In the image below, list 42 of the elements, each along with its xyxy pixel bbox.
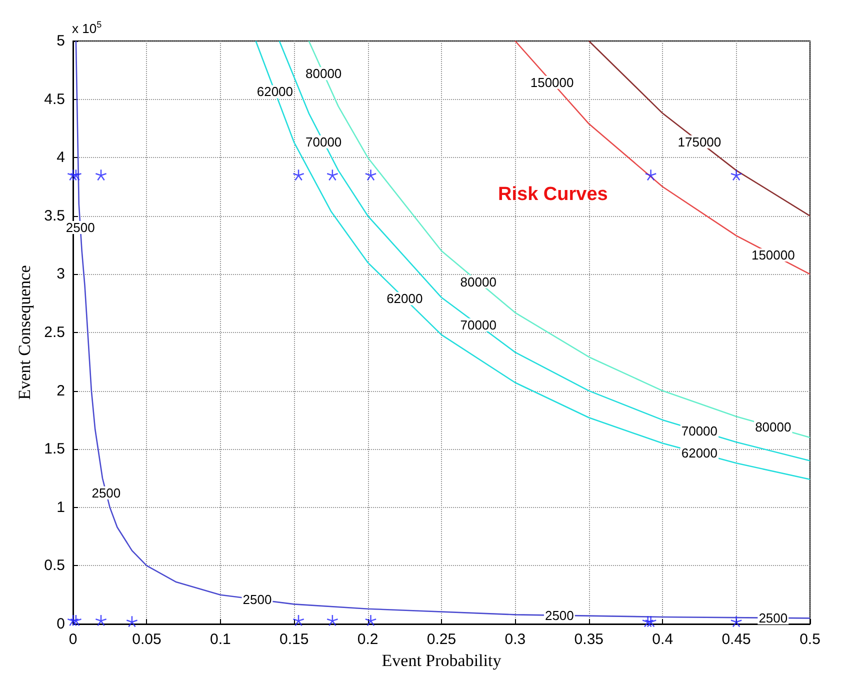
- y-tick-label: 4.5: [44, 90, 65, 108]
- y-tick-label: 3: [56, 266, 65, 283]
- annotation: 62000: [386, 291, 423, 306]
- x-tick-label: 0.35: [574, 631, 604, 648]
- annotation: 80000: [306, 66, 342, 82]
- x-tick-label: 0.1: [210, 631, 231, 648]
- annotation: 70000: [681, 424, 718, 439]
- annotation: 70000: [460, 317, 496, 332]
- x-tick-label: 0.25: [426, 631, 456, 648]
- annotation: 80000: [460, 274, 496, 290]
- annotation: 62000: [256, 84, 294, 100]
- annotation: 2500: [544, 608, 574, 623]
- annotation: 2500: [92, 485, 121, 500]
- x-tick-label: 0.15: [280, 631, 309, 648]
- annotation: 2500: [242, 592, 272, 608]
- annotation: 150000: [530, 74, 574, 90]
- annotation: 150000: [751, 247, 795, 262]
- y-tick-label: 0: [56, 616, 65, 632]
- x-tick-label: 0.3: [504, 631, 526, 648]
- y-tick-label: 1: [56, 498, 65, 516]
- x-tick-label: 0.4: [652, 631, 674, 648]
- x-tick-label: 0: [68, 631, 78, 648]
- y-tick-label: 1.5: [44, 440, 65, 458]
- annotation: 2500: [758, 610, 788, 626]
- annotation: 2500: [66, 220, 95, 236]
- y-axis-title: Event Consequence: [15, 265, 34, 400]
- y-tick-label: 2.5: [44, 324, 65, 341]
- x-tick-label: 0.5: [800, 631, 820, 648]
- annotation: 70000: [306, 134, 342, 150]
- annotation: 175000: [678, 134, 722, 150]
- x-tick-label: 0.2: [357, 631, 378, 648]
- x-axis-title: Event Probability: [382, 651, 502, 670]
- y-tick-label: 4: [56, 149, 65, 166]
- annotation: 62000: [681, 446, 718, 461]
- y-tick-label: 3.5: [44, 207, 65, 224]
- y-tick-label: 5: [56, 32, 65, 50]
- annotation: 80000: [755, 419, 792, 434]
- annotation: Risk Curves: [498, 184, 608, 205]
- x-tick-label: 0.45: [722, 631, 751, 648]
- x-tick-label: 0.05: [132, 631, 162, 648]
- y-tick-label: 0.5: [44, 557, 65, 574]
- y-tick-label: 2: [56, 382, 65, 400]
